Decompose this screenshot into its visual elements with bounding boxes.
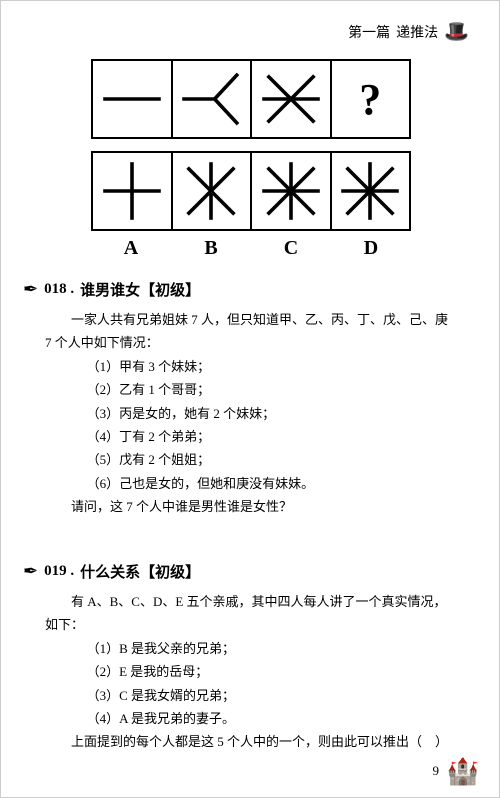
label-D: D	[331, 237, 411, 260]
puzzle-row-2	[91, 151, 411, 231]
q019-number: 019 .	[44, 563, 74, 580]
q018-number: 018 .	[44, 281, 74, 298]
q018-item-6: （6）己也是女的，但她和庚没有妹妹。	[45, 472, 455, 495]
puzzle-grids: ?	[71, 59, 431, 260]
cell-r2-A	[93, 153, 173, 229]
puzzle-row-1: ?	[91, 59, 411, 139]
label-B: B	[171, 237, 251, 260]
cell-r2-C	[252, 153, 332, 229]
chapter-label: 第一篇	[348, 22, 390, 42]
q018-title: 谁男谁女【初级】	[80, 279, 200, 300]
question-018: ✒ 018 . 谁男谁女【初级】 一家人共有兄弟姐妹 7 人，但只知道甲、乙、丙…	[45, 279, 455, 519]
q019-intro: 有 A、B、C、D、E 五个亲戚，其中四人每人讲了一个真实情况，如下：	[45, 590, 455, 637]
cell-r1-2	[173, 61, 253, 137]
q019-item-1: （1）B 是我父亲的兄弟；	[45, 637, 455, 660]
q018-question: 请问，这 7 个人中谁是男性谁是女性？	[45, 495, 455, 518]
q019-question: 上面提到的每个人都是这 5 个人中的一个，则由此可以推出（ ）	[45, 730, 455, 753]
hat-icon: 🎩	[444, 19, 469, 44]
option-labels: A B C D	[91, 237, 411, 260]
q018-item-4: （4）丁有 2 个弟弟；	[45, 425, 455, 448]
q019-heading: ✒ 019 . 什么关系【初级】	[45, 561, 455, 582]
castle-icon: 🏰	[447, 757, 479, 787]
q018-heading: ✒ 018 . 谁男谁女【初级】	[45, 279, 455, 300]
cell-r2-D	[332, 153, 410, 229]
label-A: A	[91, 237, 171, 260]
q018-item-2: （2）乙有 1 个哥哥；	[45, 378, 455, 401]
q018-item-5: （5）戊有 2 个姐姐；	[45, 448, 455, 471]
q019-title: 什么关系【初级】	[80, 561, 200, 582]
q018-body: 一家人共有兄弟姐妹 7 人，但只知道甲、乙、丙、丁、戊、己、庚 7 个人中如下情…	[45, 308, 455, 519]
quill-icon: ✒	[23, 561, 38, 582]
cell-r1-3	[252, 61, 332, 137]
q018-intro: 一家人共有兄弟姐妹 7 人，但只知道甲、乙、丙、丁、戊、己、庚 7 个人中如下情…	[45, 308, 455, 355]
q019-body: 有 A、B、C、D、E 五个亲戚，其中四人每人讲了一个真实情况，如下： （1）B…	[45, 590, 455, 754]
quill-icon: ✒	[23, 279, 38, 300]
cell-r1-1	[93, 61, 173, 137]
q019-item-4: （4）A 是我兄弟的妻子。	[45, 707, 455, 730]
cell-r1-4: ?	[332, 61, 410, 137]
page-number: 9	[433, 763, 440, 779]
q019-item-3: （3）C 是我女婿的兄弟；	[45, 684, 455, 707]
chapter-header: 第一篇 递推法 🎩	[348, 19, 469, 44]
question-019: ✒ 019 . 什么关系【初级】 有 A、B、C、D、E 五个亲戚，其中四人每人…	[45, 561, 455, 754]
q018-item-1: （1）甲有 3 个妹妹；	[45, 355, 455, 378]
question-mark: ?	[359, 74, 381, 125]
method-label: 递推法	[396, 22, 438, 42]
q019-item-2: （2）E 是我的岳母；	[45, 660, 455, 683]
label-C: C	[251, 237, 331, 260]
cell-r2-B	[173, 153, 253, 229]
q018-item-3: （3）丙是女的，她有 2 个妹妹；	[45, 402, 455, 425]
